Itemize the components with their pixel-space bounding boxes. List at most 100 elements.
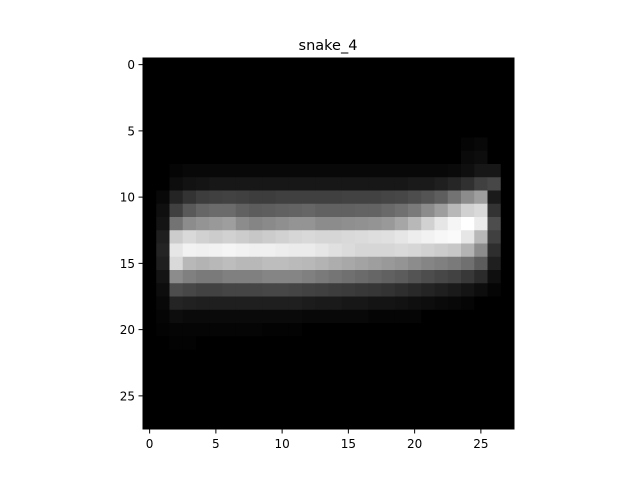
heatmap-cell <box>143 150 157 165</box>
heatmap-cell <box>235 336 250 350</box>
heatmap-cell <box>156 137 170 152</box>
heatmap-cell <box>182 323 197 337</box>
heatmap-cell <box>408 177 422 191</box>
heatmap-cell <box>275 217 290 231</box>
heatmap-cell <box>143 164 157 178</box>
heatmap-cell <box>328 217 343 231</box>
heatmap-cell <box>474 389 488 403</box>
heatmap-cell <box>461 217 475 231</box>
heatmap-cell <box>394 58 409 72</box>
heatmap-cell <box>487 349 502 364</box>
heatmap-cell <box>169 283 184 297</box>
heatmap-cell <box>143 190 157 205</box>
heatmap-cell <box>500 256 515 271</box>
heatmap-cell <box>447 402 462 417</box>
heatmap-cell <box>368 362 382 377</box>
heatmap-cell <box>368 84 382 99</box>
heatmap-cell <box>249 243 263 258</box>
heatmap-cell <box>222 124 237 138</box>
heatmap-cell <box>487 190 502 205</box>
heatmap-cell <box>182 164 197 178</box>
heatmap-image <box>143 58 515 430</box>
heatmap-cell <box>355 84 369 99</box>
heatmap-cell <box>368 349 382 364</box>
heatmap-cell <box>302 97 316 112</box>
heatmap-cell <box>302 243 316 258</box>
heatmap-cell <box>355 296 369 311</box>
heatmap-cell <box>500 84 515 99</box>
heatmap-cell <box>249 203 263 218</box>
heatmap-cell <box>169 71 184 85</box>
y-tick-label: 25 <box>120 389 135 403</box>
heatmap-cell <box>434 84 449 99</box>
heatmap-cell <box>222 111 237 125</box>
heatmap-cell <box>461 84 475 99</box>
heatmap-cell <box>196 243 210 258</box>
heatmap-cell <box>288 217 303 231</box>
heatmap-cell <box>156 309 170 324</box>
heatmap-cell <box>394 230 409 244</box>
heatmap-cell <box>447 190 462 205</box>
heatmap-cell <box>249 362 263 377</box>
heatmap-cell <box>143 124 157 138</box>
heatmap-cell <box>315 415 329 430</box>
heatmap-cell <box>461 256 475 271</box>
heatmap-cell <box>474 296 488 311</box>
heatmap-cell <box>288 203 303 218</box>
heatmap-cell <box>341 256 356 271</box>
heatmap-cell <box>355 256 369 271</box>
heatmap-cell <box>235 256 250 271</box>
heatmap-cell <box>500 283 515 297</box>
heatmap-cell <box>262 217 276 231</box>
heatmap-cell <box>394 243 409 258</box>
heatmap-cell <box>474 349 488 364</box>
heatmap-cell <box>394 137 409 152</box>
heatmap-cell <box>288 243 303 258</box>
heatmap-cell <box>421 137 435 152</box>
heatmap-cell <box>341 283 356 297</box>
heatmap-cell <box>143 283 157 297</box>
heatmap-cell <box>156 362 170 377</box>
heatmap-cell <box>262 402 276 417</box>
heatmap-cell <box>434 415 449 430</box>
heatmap-cell <box>461 124 475 138</box>
heatmap-cell <box>341 270 356 284</box>
heatmap-cell <box>408 230 422 244</box>
heatmap-cell <box>143 230 157 244</box>
heatmap-cell <box>262 362 276 377</box>
heatmap-cell <box>328 203 343 218</box>
heatmap-cell <box>222 270 237 284</box>
heatmap-cell <box>235 389 250 403</box>
heatmap-cell <box>275 349 290 364</box>
heatmap-cell <box>209 296 223 311</box>
heatmap-cell <box>169 270 184 284</box>
heatmap-cell <box>302 190 316 205</box>
heatmap-cell <box>394 71 409 85</box>
heatmap-cell <box>461 296 475 311</box>
heatmap-cell <box>262 190 276 205</box>
heatmap-cell <box>235 177 250 191</box>
heatmap-cell <box>196 217 210 231</box>
heatmap-cell <box>288 323 303 337</box>
heatmap-cell <box>408 71 422 85</box>
heatmap-cell <box>474 323 488 337</box>
heatmap-cell <box>222 217 237 231</box>
heatmap-cell <box>328 376 343 390</box>
heatmap-cell <box>288 177 303 191</box>
heatmap-cell <box>487 243 502 258</box>
heatmap-cell <box>408 309 422 324</box>
heatmap-cell <box>408 283 422 297</box>
heatmap-cell <box>434 349 449 364</box>
heatmap-cell <box>381 190 396 205</box>
heatmap-cell <box>182 336 197 350</box>
heatmap-cell <box>341 217 356 231</box>
heatmap-cell <box>474 283 488 297</box>
heatmap-cell <box>315 256 329 271</box>
heatmap-cell <box>408 164 422 178</box>
heatmap-cell <box>500 349 515 364</box>
heatmap-cell <box>487 71 502 85</box>
heatmap-cell <box>461 336 475 350</box>
heatmap-cell <box>368 376 382 390</box>
heatmap-cell <box>275 402 290 417</box>
heatmap-cell <box>461 243 475 258</box>
